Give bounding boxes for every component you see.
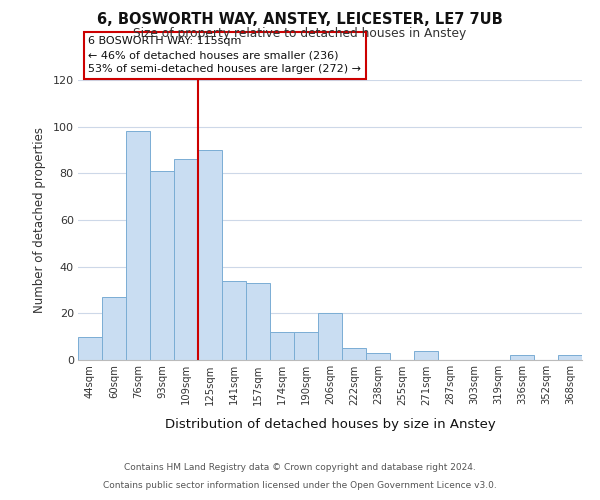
- Y-axis label: Number of detached properties: Number of detached properties: [33, 127, 46, 313]
- Bar: [342, 348, 366, 360]
- X-axis label: Distribution of detached houses by size in Anstey: Distribution of detached houses by size …: [164, 418, 496, 432]
- Bar: [126, 132, 150, 360]
- Bar: [414, 350, 438, 360]
- Bar: [510, 356, 534, 360]
- Bar: [270, 332, 294, 360]
- Bar: [366, 353, 390, 360]
- Bar: [318, 314, 342, 360]
- Bar: [102, 297, 126, 360]
- Bar: [78, 336, 102, 360]
- Text: Contains HM Land Registry data © Crown copyright and database right 2024.: Contains HM Land Registry data © Crown c…: [124, 464, 476, 472]
- Bar: [222, 280, 246, 360]
- Bar: [246, 283, 270, 360]
- Bar: [198, 150, 222, 360]
- Text: 6, BOSWORTH WAY, ANSTEY, LEICESTER, LE7 7UB: 6, BOSWORTH WAY, ANSTEY, LEICESTER, LE7 …: [97, 12, 503, 28]
- Bar: [294, 332, 318, 360]
- Bar: [150, 171, 174, 360]
- Bar: [174, 160, 198, 360]
- Text: 6 BOSWORTH WAY: 115sqm
← 46% of detached houses are smaller (236)
53% of semi-de: 6 BOSWORTH WAY: 115sqm ← 46% of detached…: [88, 36, 361, 74]
- Text: Size of property relative to detached houses in Anstey: Size of property relative to detached ho…: [133, 28, 467, 40]
- Bar: [558, 356, 582, 360]
- Text: Contains public sector information licensed under the Open Government Licence v3: Contains public sector information licen…: [103, 481, 497, 490]
